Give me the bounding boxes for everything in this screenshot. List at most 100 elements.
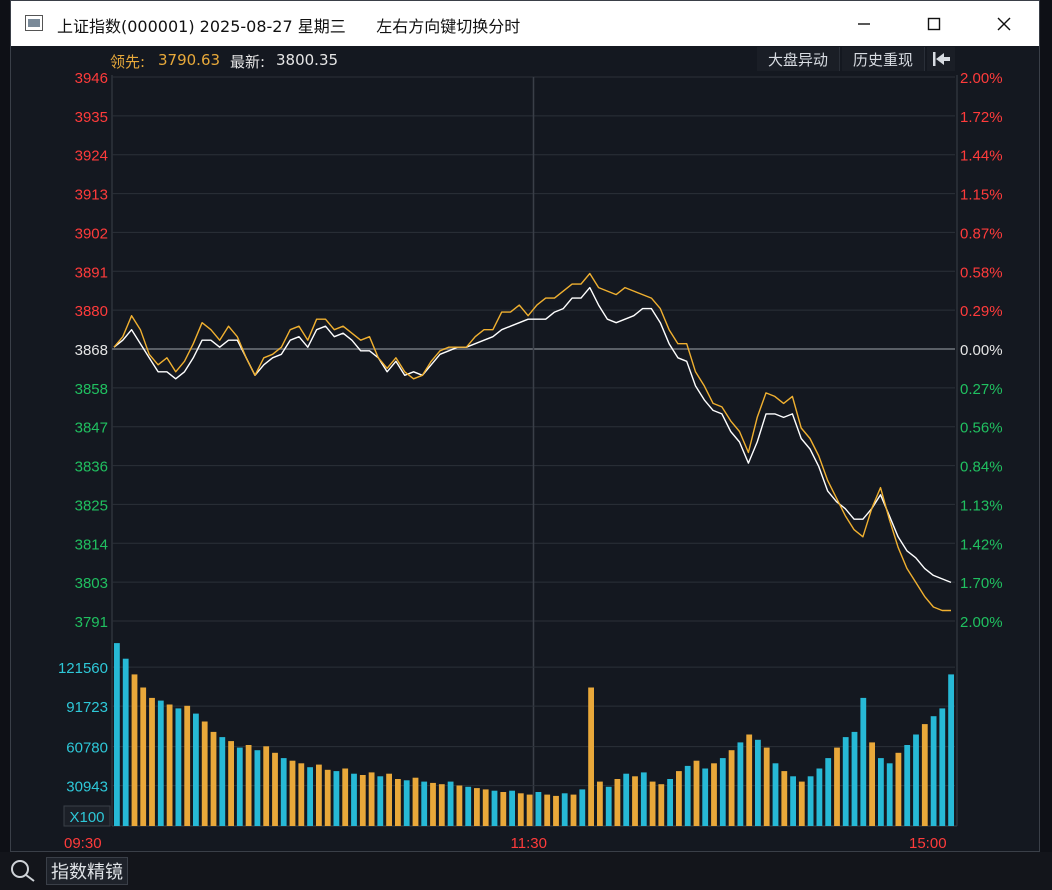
title-bar[interactable]: 上证指数(000001) 2025-08-27 星期三 左右方向键切换分时 [11, 1, 1039, 46]
status-bar-label[interactable]: 指数精镜 [46, 857, 128, 885]
pct-tick-label: 1.72% [960, 109, 1003, 126]
volume-bar [263, 746, 270, 826]
time-tick-label: 15:00 [909, 835, 947, 852]
volume-bar [122, 658, 129, 826]
volume-bar [430, 782, 436, 826]
back-to-start-icon [933, 52, 950, 66]
volume-bar [825, 758, 832, 826]
intraday-chart-window: 上证指数(000001) 2025-08-27 星期三 左右方向键切换分时 [10, 0, 1040, 852]
price-tick-label: 3880 [75, 303, 108, 320]
kline-panorama-icon[interactable] [8, 855, 38, 883]
pct-tick-label: 1.44% [960, 148, 1003, 165]
volume-bar [781, 771, 788, 826]
volume-bar [939, 708, 946, 826]
maximize-button[interactable] [911, 1, 957, 46]
volume-bar [210, 731, 217, 826]
pct-tick-label: 1.13% [960, 497, 1003, 514]
volume-bar [605, 786, 612, 826]
volume-bar [157, 700, 164, 826]
volume-bar [307, 767, 313, 826]
volume-bar [878, 758, 884, 826]
volume-bar [640, 772, 647, 826]
volume-bar [860, 697, 867, 826]
latest-label: 最新: [230, 53, 266, 71]
pct-tick-label: 0.58% [960, 264, 1003, 281]
volume-bar [140, 687, 147, 826]
pct-tick-label: 1.42% [960, 536, 1003, 553]
market-move-button[interactable]: 大盘异动 [757, 47, 840, 71]
time-tick-label: 11:30 [511, 835, 547, 852]
volume-bar [166, 704, 173, 826]
history-replay-button[interactable]: 历史重现 [842, 47, 925, 71]
volume-bar [755, 739, 761, 826]
time-tick-label: 09:30 [64, 835, 102, 852]
volume-bar [228, 741, 234, 826]
price-tick-label: 3814 [75, 536, 108, 553]
volume-bar [553, 795, 559, 826]
volume-bar [676, 771, 682, 826]
volume-bar [649, 781, 656, 826]
volume-bar [728, 750, 735, 826]
volume-bar [131, 674, 138, 826]
volume-bar [711, 763, 717, 826]
volume-bar [333, 771, 340, 826]
volume-bar [763, 747, 770, 826]
volume-bar [895, 752, 902, 826]
volume-bar [298, 763, 305, 826]
volume-bar [438, 784, 445, 826]
volume-bar [219, 737, 226, 826]
volume-bar [447, 781, 454, 826]
volume-bar [517, 793, 524, 826]
volume-bar [834, 747, 840, 826]
volume-bar [597, 781, 603, 826]
price-tick-label: 3868 [75, 342, 108, 359]
volume-bar [886, 763, 893, 826]
volume-bar [614, 779, 621, 826]
price-tick-label: 3825 [75, 497, 108, 514]
volume-bar [342, 768, 349, 826]
volume-bar [412, 777, 419, 826]
volume-bar [395, 779, 401, 826]
volume-bar [324, 769, 331, 826]
pct-tick-label: 0.29% [960, 303, 1003, 320]
volume-bar [772, 763, 779, 826]
close-button[interactable] [981, 1, 1027, 46]
pct-tick-label: 0.56% [960, 420, 1003, 437]
minimize-button[interactable] [841, 1, 887, 46]
volume-bar [316, 764, 322, 826]
volume-bar [114, 643, 120, 826]
pct-tick-label: 2.00% [960, 614, 1003, 631]
volume-bar [807, 776, 814, 826]
volume-bar [280, 758, 287, 826]
volume-bar [500, 792, 507, 826]
volume-bar [421, 781, 428, 826]
volume-bar [790, 776, 796, 826]
volume-bar [465, 786, 472, 826]
volume-unit-box [63, 805, 111, 827]
volume-bar [948, 674, 954, 826]
volume-tick-label: 30943 [66, 779, 108, 796]
price-tick-label: 3791 [75, 614, 108, 631]
volume-bar [921, 724, 928, 826]
chart-legend: 领先: 3790.63 最新: 3800.35 [0, 45, 760, 75]
back-to-start-button[interactable] [927, 47, 955, 71]
desktop-right-edge [1040, 0, 1052, 890]
volume-bar [193, 713, 199, 826]
price-tick-label: 3935 [75, 109, 108, 126]
price-series-line [113, 272, 951, 612]
volume-bar [149, 697, 155, 826]
volume-bar [561, 793, 568, 826]
volume-tick-label: 91723 [66, 699, 108, 716]
volume-bar [272, 752, 278, 826]
leader-value: 3790.63 [158, 51, 221, 69]
volume-bar [175, 708, 182, 826]
volume-bar [798, 781, 805, 826]
volume-tick-label: 60780 [66, 740, 108, 757]
price-tick-label: 3924 [75, 148, 108, 165]
volume-bar [184, 705, 191, 826]
minimize-icon [858, 22, 870, 25]
volume-bar [658, 784, 665, 826]
price-series-line [113, 286, 952, 584]
price-tick-label: 3946 [75, 70, 108, 87]
